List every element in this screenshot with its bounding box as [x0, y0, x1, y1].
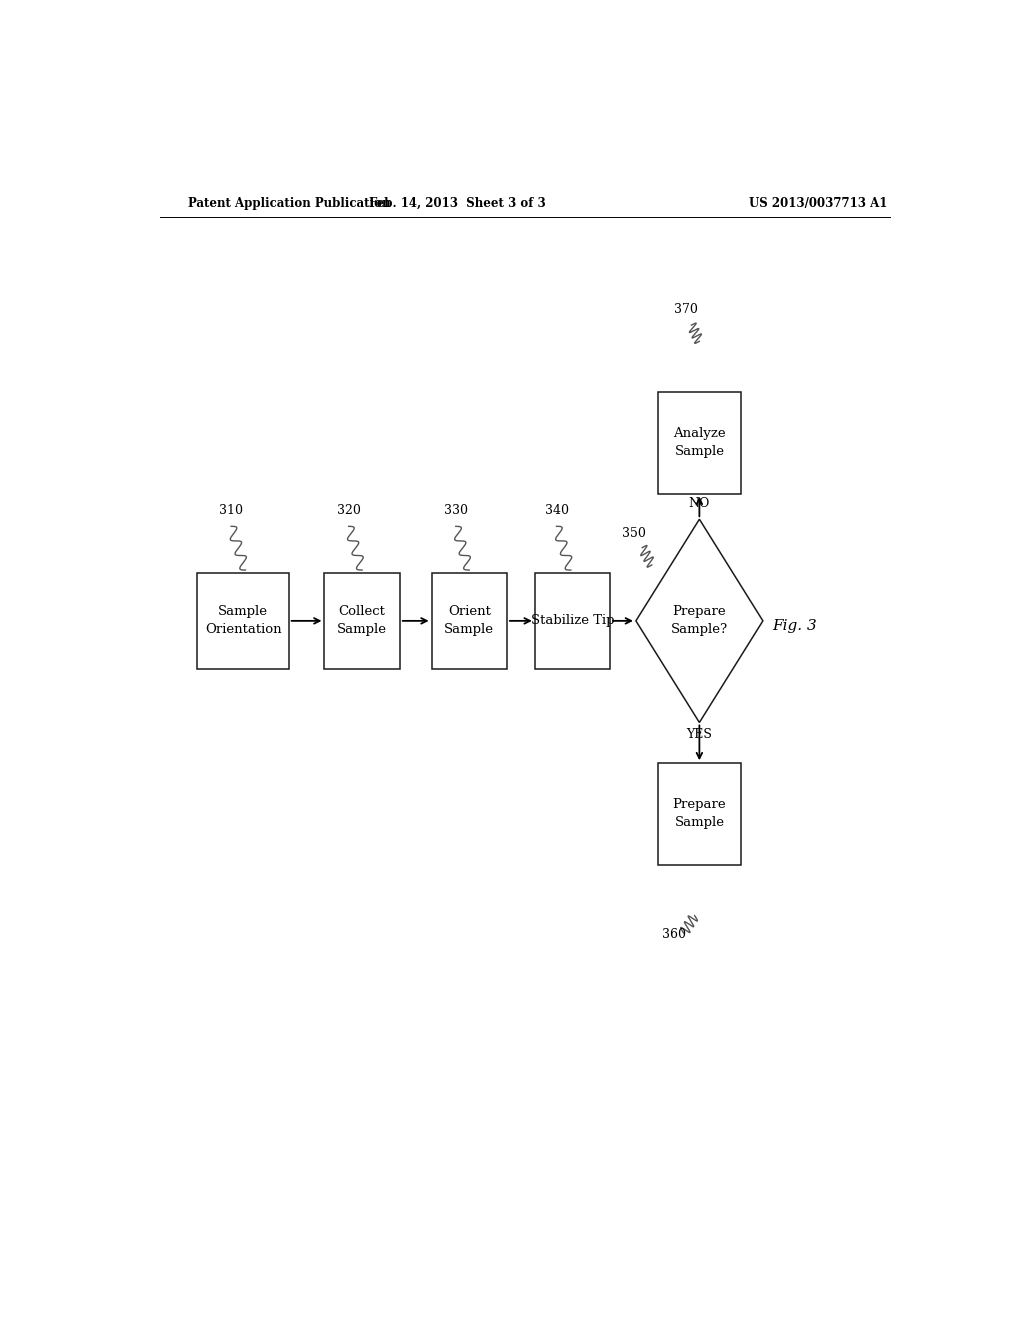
- Text: 370: 370: [674, 304, 697, 315]
- Text: 350: 350: [622, 527, 645, 540]
- Text: 360: 360: [662, 928, 686, 941]
- Text: NO: NO: [689, 498, 710, 511]
- Text: Collect
Sample: Collect Sample: [337, 606, 387, 636]
- Text: YES: YES: [686, 729, 713, 742]
- Text: Sample
Orientation: Sample Orientation: [205, 606, 282, 636]
- Text: Orient
Sample: Orient Sample: [444, 606, 495, 636]
- Text: Analyze
Sample: Analyze Sample: [673, 428, 726, 458]
- Text: Prepare
Sample: Prepare Sample: [673, 799, 726, 829]
- Text: US 2013/0037713 A1: US 2013/0037713 A1: [750, 197, 888, 210]
- Bar: [198, 573, 289, 669]
- Text: 320: 320: [337, 504, 360, 517]
- Bar: [535, 573, 610, 669]
- Text: 310: 310: [219, 504, 243, 517]
- Text: 330: 330: [443, 504, 468, 517]
- Bar: [657, 763, 741, 865]
- Text: 340: 340: [545, 504, 568, 517]
- Text: Prepare
Sample?: Prepare Sample?: [671, 606, 728, 636]
- Bar: [657, 392, 741, 494]
- Text: Feb. 14, 2013  Sheet 3 of 3: Feb. 14, 2013 Sheet 3 of 3: [369, 197, 546, 210]
- Text: Stabilize Tip: Stabilize Tip: [530, 614, 614, 627]
- Text: Fig. 3: Fig. 3: [772, 619, 817, 634]
- Bar: [325, 573, 399, 669]
- Text: Patent Application Publication: Patent Application Publication: [187, 197, 390, 210]
- Polygon shape: [636, 519, 763, 722]
- Bar: [431, 573, 507, 669]
